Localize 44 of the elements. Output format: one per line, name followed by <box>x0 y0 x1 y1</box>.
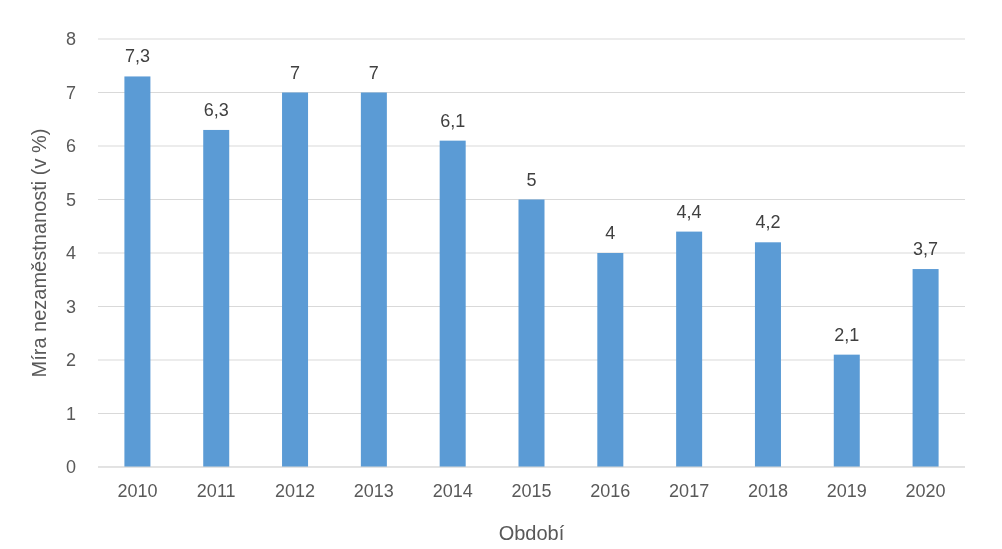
y-tick-label: 1 <box>65 403 76 424</box>
x-tick-label: 2018 <box>747 481 788 501</box>
bar <box>754 242 781 467</box>
data-label: 4 <box>605 223 616 243</box>
y-tick-label: 7 <box>65 82 76 103</box>
x-tick-label: 2013 <box>353 481 394 501</box>
data-label: 7 <box>290 62 301 83</box>
bar <box>203 129 230 467</box>
y-tick-label: 4 <box>65 243 76 264</box>
bar <box>833 354 860 467</box>
bar <box>360 92 387 467</box>
x-tick-label: 2015 <box>511 481 552 501</box>
x-tick-label: 2012 <box>275 481 316 501</box>
x-tick-label: 2011 <box>196 481 236 501</box>
bar <box>282 92 309 467</box>
data-label: 7 <box>368 62 379 83</box>
bar <box>912 269 939 467</box>
bar <box>439 140 466 467</box>
bar <box>597 253 624 467</box>
x-tick-label: 2014 <box>432 481 473 501</box>
data-label: 7,3 <box>124 46 150 67</box>
data-label: 6,1 <box>440 110 466 131</box>
data-label: 2,1 <box>834 324 860 345</box>
bar <box>124 76 151 467</box>
y-tick-label: 3 <box>65 296 76 317</box>
data-label: 4,4 <box>676 201 702 222</box>
data-label: 4,2 <box>755 212 781 233</box>
y-tick-label: 0 <box>65 457 76 478</box>
y-tick-label: 2 <box>65 350 76 371</box>
data-label: 3,7 <box>913 239 939 260</box>
y-tick-label: 6 <box>65 136 76 157</box>
y-tick-label: 8 <box>65 29 76 50</box>
bar <box>676 231 703 467</box>
x-tick-label: 2016 <box>590 481 631 501</box>
data-label: 6,3 <box>203 99 229 120</box>
y-axis-title: Míra nezaměstnanosti (v %) <box>28 128 50 378</box>
x-tick-label: 2017 <box>669 481 710 501</box>
x-tick-label: 2010 <box>117 481 158 501</box>
x-axis-title: Období <box>498 522 565 544</box>
bar <box>518 199 545 467</box>
x-tick-label: 2019 <box>826 481 867 501</box>
data-label: 5 <box>526 169 537 190</box>
y-tick-label: 5 <box>65 189 76 210</box>
x-tick-label: 2020 <box>905 481 946 501</box>
